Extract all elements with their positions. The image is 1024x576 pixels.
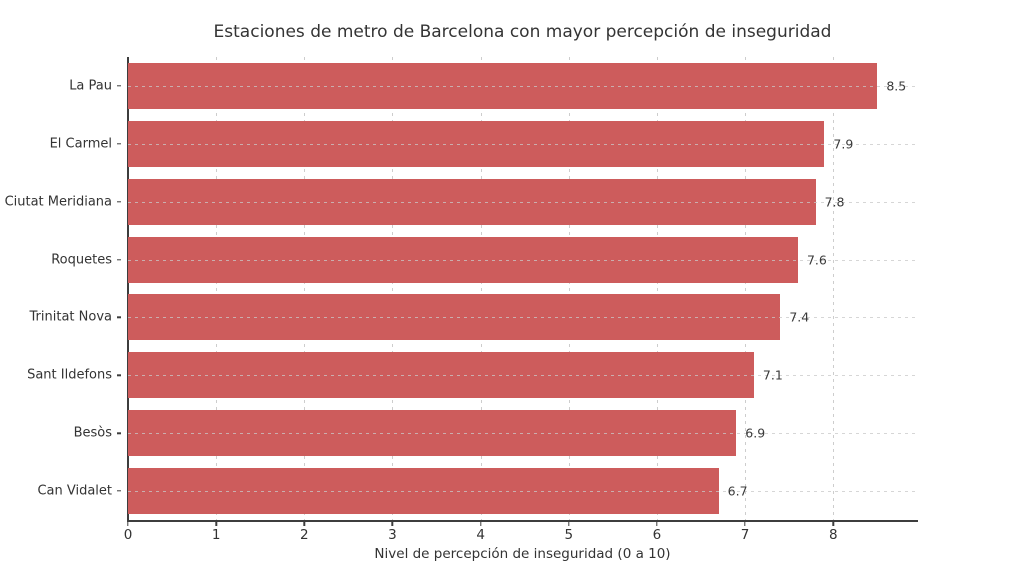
x-tick-label: 4 [476,527,485,543]
x-tick-mark [568,521,570,526]
x-tick-mark [832,521,834,526]
x-axis-ticks [127,521,917,527]
vertical-gridline [568,57,570,520]
horizontal-gridline [128,143,917,145]
horizontal-gridline [128,201,917,203]
chart-title: Estaciones de metro de Barcelona con may… [213,22,832,42]
horizontal-gridline [128,433,917,435]
x-tick-label: 7 [740,527,750,543]
x-tick-mark [303,521,306,526]
y-tick-mark [117,85,121,87]
x-tick-label: 8 [828,527,838,543]
horizontal-gridline [128,317,917,319]
x-tick-label: 1 [211,527,221,543]
horizontal-gridline [128,491,917,493]
x-tick-mark [127,521,129,526]
bar-value-label: 7.6 [806,252,827,268]
category-label: Trinitat Nova [29,309,112,325]
y-tick-mark [117,490,121,492]
vertical-gridline [833,57,835,520]
bar-value-label: 7.1 [762,367,783,383]
x-tick-label: 2 [300,527,309,543]
bar-value-label: 7.4 [789,309,810,325]
category-label: Sant Ildefons [27,367,112,383]
plot-area: 8.5 7.9 7.8 7.6 7.4 7.1 6.9 6.7 [127,57,918,522]
y-tick-mark [117,143,121,145]
y-tick-mark [117,432,121,434]
y-axis-spine [127,57,129,521]
horizontal-gridline [128,259,917,261]
vertical-gridline [656,57,658,520]
bar-value-label: 7.9 [833,136,854,152]
x-tick-label: 0 [123,527,133,543]
x-tick-label: 6 [652,527,662,543]
horizontal-gridline [128,375,917,377]
x-axis-spine [127,520,918,522]
bar-value-label: 6.9 [745,425,766,441]
bar-value-label: 8.5 [886,78,907,94]
category-label: Can Vidalet [37,483,112,499]
category-label: Ciutat Meridiana [4,194,112,210]
bar-value-label: 7.8 [824,194,845,210]
category-label: Besòs [73,425,112,441]
y-tick-mark [117,374,121,377]
x-tick-mark [215,521,217,526]
x-tick-mark [656,521,658,526]
vertical-gridline [216,57,218,520]
category-label: Roquetes [51,252,112,268]
vertical-gridline [304,57,306,520]
vertical-gridline [480,57,482,520]
x-axis-ticklabels: 0 1 2 3 4 5 6 7 8 [124,527,917,545]
x-axis-label: Nivel de percepción de inseguridad (0 a … [374,546,671,562]
y-tick-mark [117,200,121,203]
x-tick-mark [479,521,482,526]
y-tick-mark [117,258,121,261]
vertical-gridline [745,57,747,520]
x-tick-mark [391,521,394,526]
x-tick-label: 5 [564,527,574,543]
category-label: El Carmel [49,136,112,152]
y-axis-labels: La Pau El Carmel Ciutat Meridiana Roquetes T… [0,57,121,520]
bar-value-label: 6.7 [727,483,748,499]
y-tick-mark [117,316,121,319]
x-tick-mark [744,521,746,526]
category-label: La Pau [69,78,112,94]
vertical-gridline [392,57,394,520]
x-tick-label: 3 [388,527,397,543]
horizontal-gridline [128,85,917,87]
